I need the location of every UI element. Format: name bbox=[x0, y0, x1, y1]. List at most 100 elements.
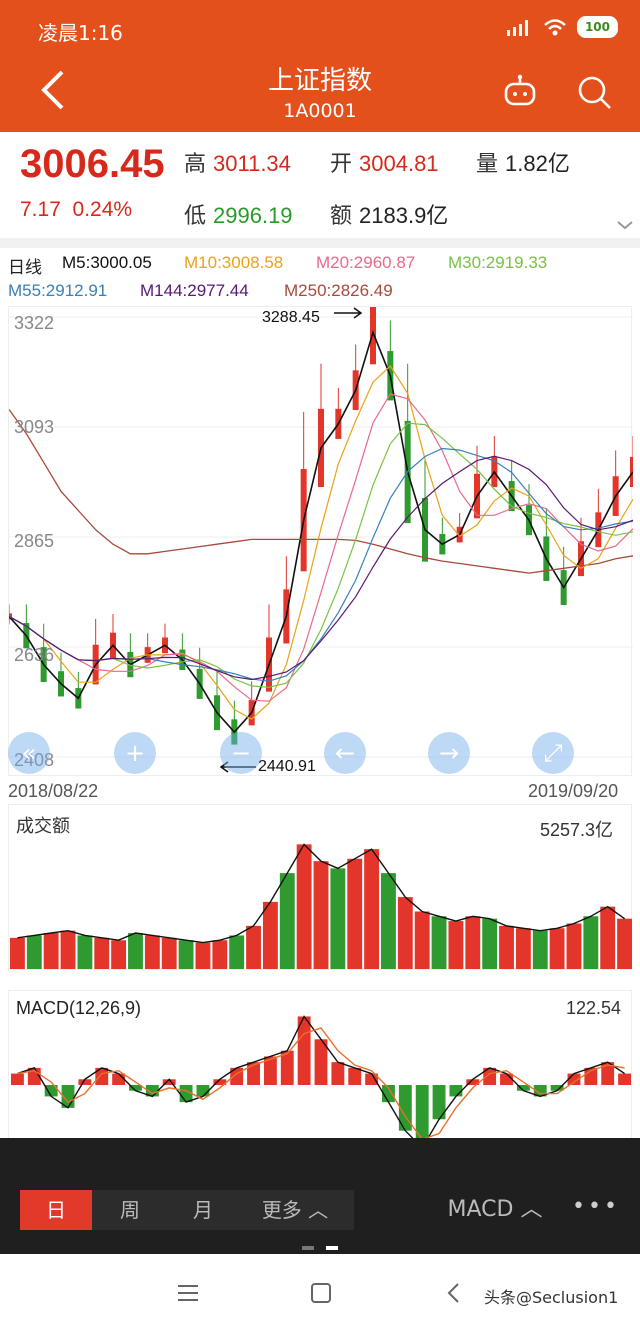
price-tick-5: 2408 bbox=[14, 750, 55, 770]
volume-bar bbox=[212, 940, 228, 969]
change-value: 7.17 bbox=[20, 198, 61, 221]
nav-back-icon[interactable] bbox=[446, 1282, 462, 1304]
price-tick-2: 3093 bbox=[14, 417, 55, 437]
macd-max: 122.54 bbox=[566, 998, 622, 1018]
status-time: 凌晨1:16 bbox=[38, 21, 123, 45]
ma30-legend: M30:2919.33 bbox=[448, 253, 548, 272]
tab-day[interactable]: 日 bbox=[20, 1190, 92, 1230]
system-nav-bar: 头条@Seclusion1 bbox=[0, 1254, 640, 1332]
tab-more-label: 更多 bbox=[261, 1198, 302, 1222]
volume-field: 量 1.82亿 bbox=[476, 146, 570, 178]
ma20-legend: M20:2960.87 bbox=[316, 253, 416, 272]
volume-bar bbox=[262, 901, 278, 969]
macd-bar bbox=[500, 1073, 513, 1085]
tab-more[interactable]: 更多 ︿ bbox=[250, 1190, 340, 1230]
macd-bar bbox=[314, 1039, 328, 1085]
macd-bar bbox=[449, 1085, 463, 1097]
back-arrow-icon[interactable] bbox=[36, 68, 70, 112]
macd-chart[interactable] bbox=[8, 990, 632, 1158]
volume-bar bbox=[532, 930, 548, 969]
volume-bar bbox=[313, 861, 329, 969]
indicator-selector[interactable]: MACD ︿ bbox=[440, 1190, 550, 1230]
macd-bar bbox=[11, 1073, 24, 1085]
menu-icon[interactable] bbox=[178, 1284, 198, 1302]
ma10-legend: M10:3008.58 bbox=[184, 253, 284, 272]
wifi-icon bbox=[544, 19, 566, 36]
volume-bar bbox=[364, 849, 380, 969]
volume-bar bbox=[128, 933, 143, 969]
volume-bar bbox=[161, 937, 177, 969]
robot-assistant-icon[interactable] bbox=[500, 72, 540, 112]
top-bar: 凌晨1:16 100 上证指数 1A0001 bbox=[0, 0, 640, 132]
expand-chevron-icon[interactable] bbox=[616, 220, 634, 230]
macd-bar bbox=[618, 1073, 631, 1085]
zoom-out-icon[interactable]: − bbox=[220, 732, 262, 774]
macd-label: MACD(12,26,9) bbox=[16, 998, 142, 1018]
tab-week[interactable]: 周 bbox=[120, 1198, 140, 1222]
change-percent: 0.24% bbox=[72, 198, 133, 221]
macd-bar bbox=[365, 1073, 379, 1085]
period-label[interactable]: 日线 bbox=[8, 258, 42, 277]
end-date: 2019/09/20 bbox=[528, 781, 619, 801]
home-icon[interactable] bbox=[310, 1282, 332, 1304]
arrow-left-icon[interactable]: ← bbox=[324, 732, 366, 774]
high-marker-arrow-icon bbox=[334, 307, 363, 319]
volume-bar bbox=[397, 897, 413, 969]
zoom-in-icon[interactable]: + bbox=[114, 732, 156, 774]
volume-bar bbox=[583, 916, 599, 969]
macd-bar bbox=[432, 1085, 446, 1120]
low-value: 2996.19 bbox=[213, 203, 293, 228]
page-title: 上证指数 bbox=[267, 66, 372, 96]
high-field: 高 3011.34 bbox=[184, 146, 291, 178]
volume-bar bbox=[94, 937, 110, 969]
macd-bar bbox=[567, 1073, 581, 1085]
kline-chart[interactable] bbox=[6, 262, 636, 776]
volume-bar bbox=[246, 925, 261, 969]
volume-ma-line bbox=[17, 843, 626, 944]
macd-bar bbox=[112, 1073, 126, 1085]
volume-bar bbox=[448, 921, 464, 969]
page-indicator-1 bbox=[302, 1246, 314, 1250]
tab-month[interactable]: 月 bbox=[193, 1198, 213, 1222]
more-dots-icon[interactable]: ••• bbox=[572, 1194, 620, 1219]
volume-bar bbox=[144, 935, 160, 969]
signal-icon bbox=[506, 20, 528, 36]
arrow-right-icon[interactable]: → bbox=[428, 732, 470, 774]
ma-line-derived bbox=[8, 455, 634, 681]
ma5-legend: M5:3000.05 bbox=[62, 253, 152, 272]
volume-label: 量 bbox=[476, 152, 499, 177]
volume-bar bbox=[381, 873, 396, 969]
scroll-left-icon[interactable]: « bbox=[8, 732, 50, 774]
search-icon[interactable] bbox=[574, 72, 614, 112]
volume-bar bbox=[566, 923, 582, 969]
volume-bar bbox=[60, 930, 76, 969]
volume-bar bbox=[347, 858, 363, 969]
macd-bar bbox=[95, 1067, 109, 1085]
macd-bar bbox=[78, 1079, 92, 1085]
period-tab-bar: 日 周 月 更多 ︿ MACD ︿ ••• bbox=[0, 1138, 640, 1254]
volume-bar bbox=[549, 928, 565, 969]
macd-bar bbox=[213, 1079, 227, 1085]
volume-bar bbox=[482, 918, 498, 969]
volume-bar bbox=[617, 918, 632, 969]
price-change: 7.17 0.24% bbox=[20, 198, 132, 222]
battery-icon: 100 bbox=[576, 16, 618, 38]
macd-bar bbox=[247, 1062, 260, 1085]
macd-bar bbox=[348, 1067, 362, 1085]
volume-max: 5257.3亿 bbox=[540, 820, 614, 840]
last-price: 3006.45 bbox=[20, 142, 165, 186]
volume-label: 成交额 bbox=[16, 816, 70, 836]
volume-bar bbox=[195, 942, 211, 969]
macd-dea-line bbox=[17, 1027, 625, 1141]
high-label: 高 bbox=[184, 152, 207, 177]
fullscreen-icon[interactable]: ⤢ bbox=[532, 732, 574, 774]
macd-bar bbox=[196, 1085, 210, 1097]
volume-bar bbox=[600, 906, 616, 969]
macd-canvas bbox=[11, 1015, 631, 1149]
ma55-legend: M55:2912.91 bbox=[8, 281, 108, 300]
volume-chart[interactable] bbox=[8, 804, 632, 970]
watermark: 头条@Seclusion1 bbox=[484, 1288, 619, 1307]
macd-bar bbox=[145, 1085, 159, 1097]
page-indicator-2 bbox=[326, 1246, 338, 1250]
ma250-legend: M250:2826.49 bbox=[284, 281, 393, 300]
